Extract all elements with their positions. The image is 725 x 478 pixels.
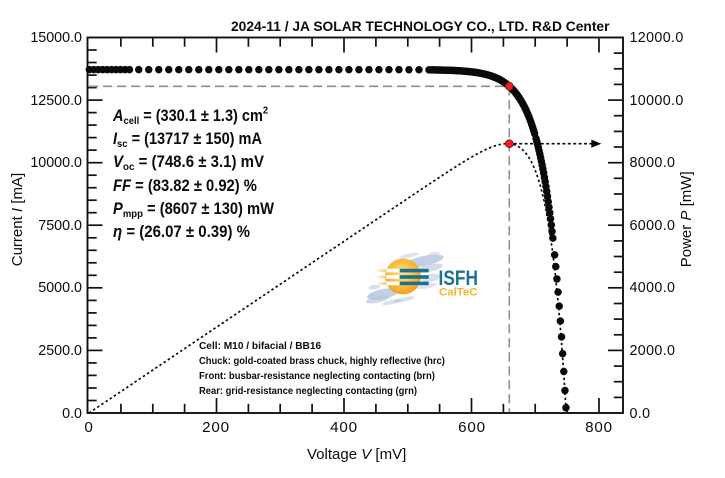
svg-text:CalTeC: CalTeC bbox=[439, 286, 478, 298]
svg-text:ISFH: ISFH bbox=[439, 266, 479, 290]
